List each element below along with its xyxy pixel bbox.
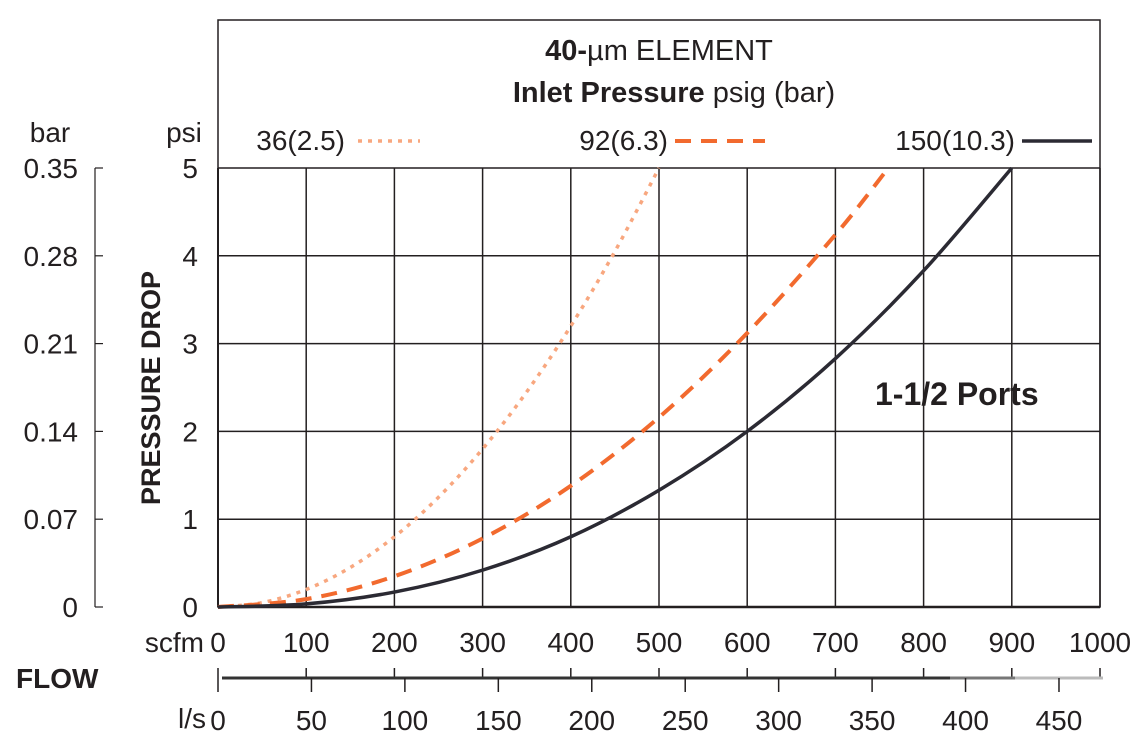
x-tick-label: 500 xyxy=(636,627,683,658)
ls-tick-label: 200 xyxy=(568,705,615,736)
legend-label: 150(10.3) xyxy=(895,125,1015,156)
chart-title: 40-µm ELEMENT xyxy=(545,35,773,67)
series-line-dotted xyxy=(217,167,661,609)
bar-tick-label: 0.14 xyxy=(24,416,79,447)
legend-title-bold: Inlet Pressure xyxy=(513,77,705,109)
series-line-solid xyxy=(217,166,1014,609)
ls-tick-label: 400 xyxy=(942,705,989,736)
y-axis-label: PRESSURE DROP xyxy=(136,271,166,505)
x-tick-label: 0 xyxy=(210,627,226,658)
y-tick-label: 1 xyxy=(182,504,198,535)
ls-unit-label: l/s xyxy=(178,703,206,734)
ls-tick-label: 350 xyxy=(849,705,896,736)
bar-tick-label: 0 xyxy=(62,592,78,623)
x-tick-label: 400 xyxy=(547,627,594,658)
y-tick-label: 4 xyxy=(182,241,198,272)
legend-label: 36(2.5) xyxy=(256,125,345,156)
x-tick-label: 200 xyxy=(371,627,418,658)
ls-tick-label: 0 xyxy=(210,705,226,736)
x-tick-label: 300 xyxy=(459,627,506,658)
scfm-unit-label: scfm xyxy=(145,627,204,658)
psi-unit-label: psi xyxy=(166,117,202,148)
ls-tick-label: 450 xyxy=(1036,705,1083,736)
x-axis-label: FLOW xyxy=(16,663,99,694)
ls-tick-label: 250 xyxy=(662,705,709,736)
bar-tick-label: 0.07 xyxy=(24,504,79,535)
axes: 0 100 200 300 400 500 600 700 800 900 100001234500… xyxy=(24,153,1132,736)
y-tick-label: 2 xyxy=(182,416,198,447)
annotation-ports: 1-1/2 Ports xyxy=(875,376,1039,412)
ls-tick-label: 300 xyxy=(755,705,802,736)
y-tick-label: 3 xyxy=(182,329,198,360)
series-line-dashed xyxy=(217,166,890,609)
legend-title: Inlet Pressure psig (bar) xyxy=(513,77,835,109)
bar-tick-label: 0.21 xyxy=(24,329,79,360)
bar-unit-label: bar xyxy=(30,117,70,148)
series-lines xyxy=(217,166,1014,609)
bar-tick-label: 0.28 xyxy=(24,241,79,272)
ls-tick-label: 100 xyxy=(382,705,429,736)
legend-label: 92(6.3) xyxy=(579,125,668,156)
legend-title-rest: psig (bar) xyxy=(705,77,836,109)
x-tick-label: 900 xyxy=(988,627,1035,658)
x-tick-label: 600 xyxy=(724,627,771,658)
y-tick-label: 5 xyxy=(182,153,198,184)
bar-tick-label: 0.35 xyxy=(24,153,79,184)
x-tick-label: 800 xyxy=(900,627,947,658)
x-tick-label: 1000 xyxy=(1069,627,1131,658)
y-tick-label: 0 xyxy=(182,592,198,623)
ls-tick-label: 150 xyxy=(475,705,522,736)
legend: 36(2.5) 92(6.3) 150(10.3) xyxy=(256,125,1092,156)
x-tick-label: 100 xyxy=(283,627,330,658)
ls-tick-label: 50 xyxy=(296,705,327,736)
x-tick-label: 700 xyxy=(812,627,859,658)
chart-title-bold: 40- xyxy=(545,35,587,67)
chart-title-rest: µm ELEMENT xyxy=(587,35,773,67)
